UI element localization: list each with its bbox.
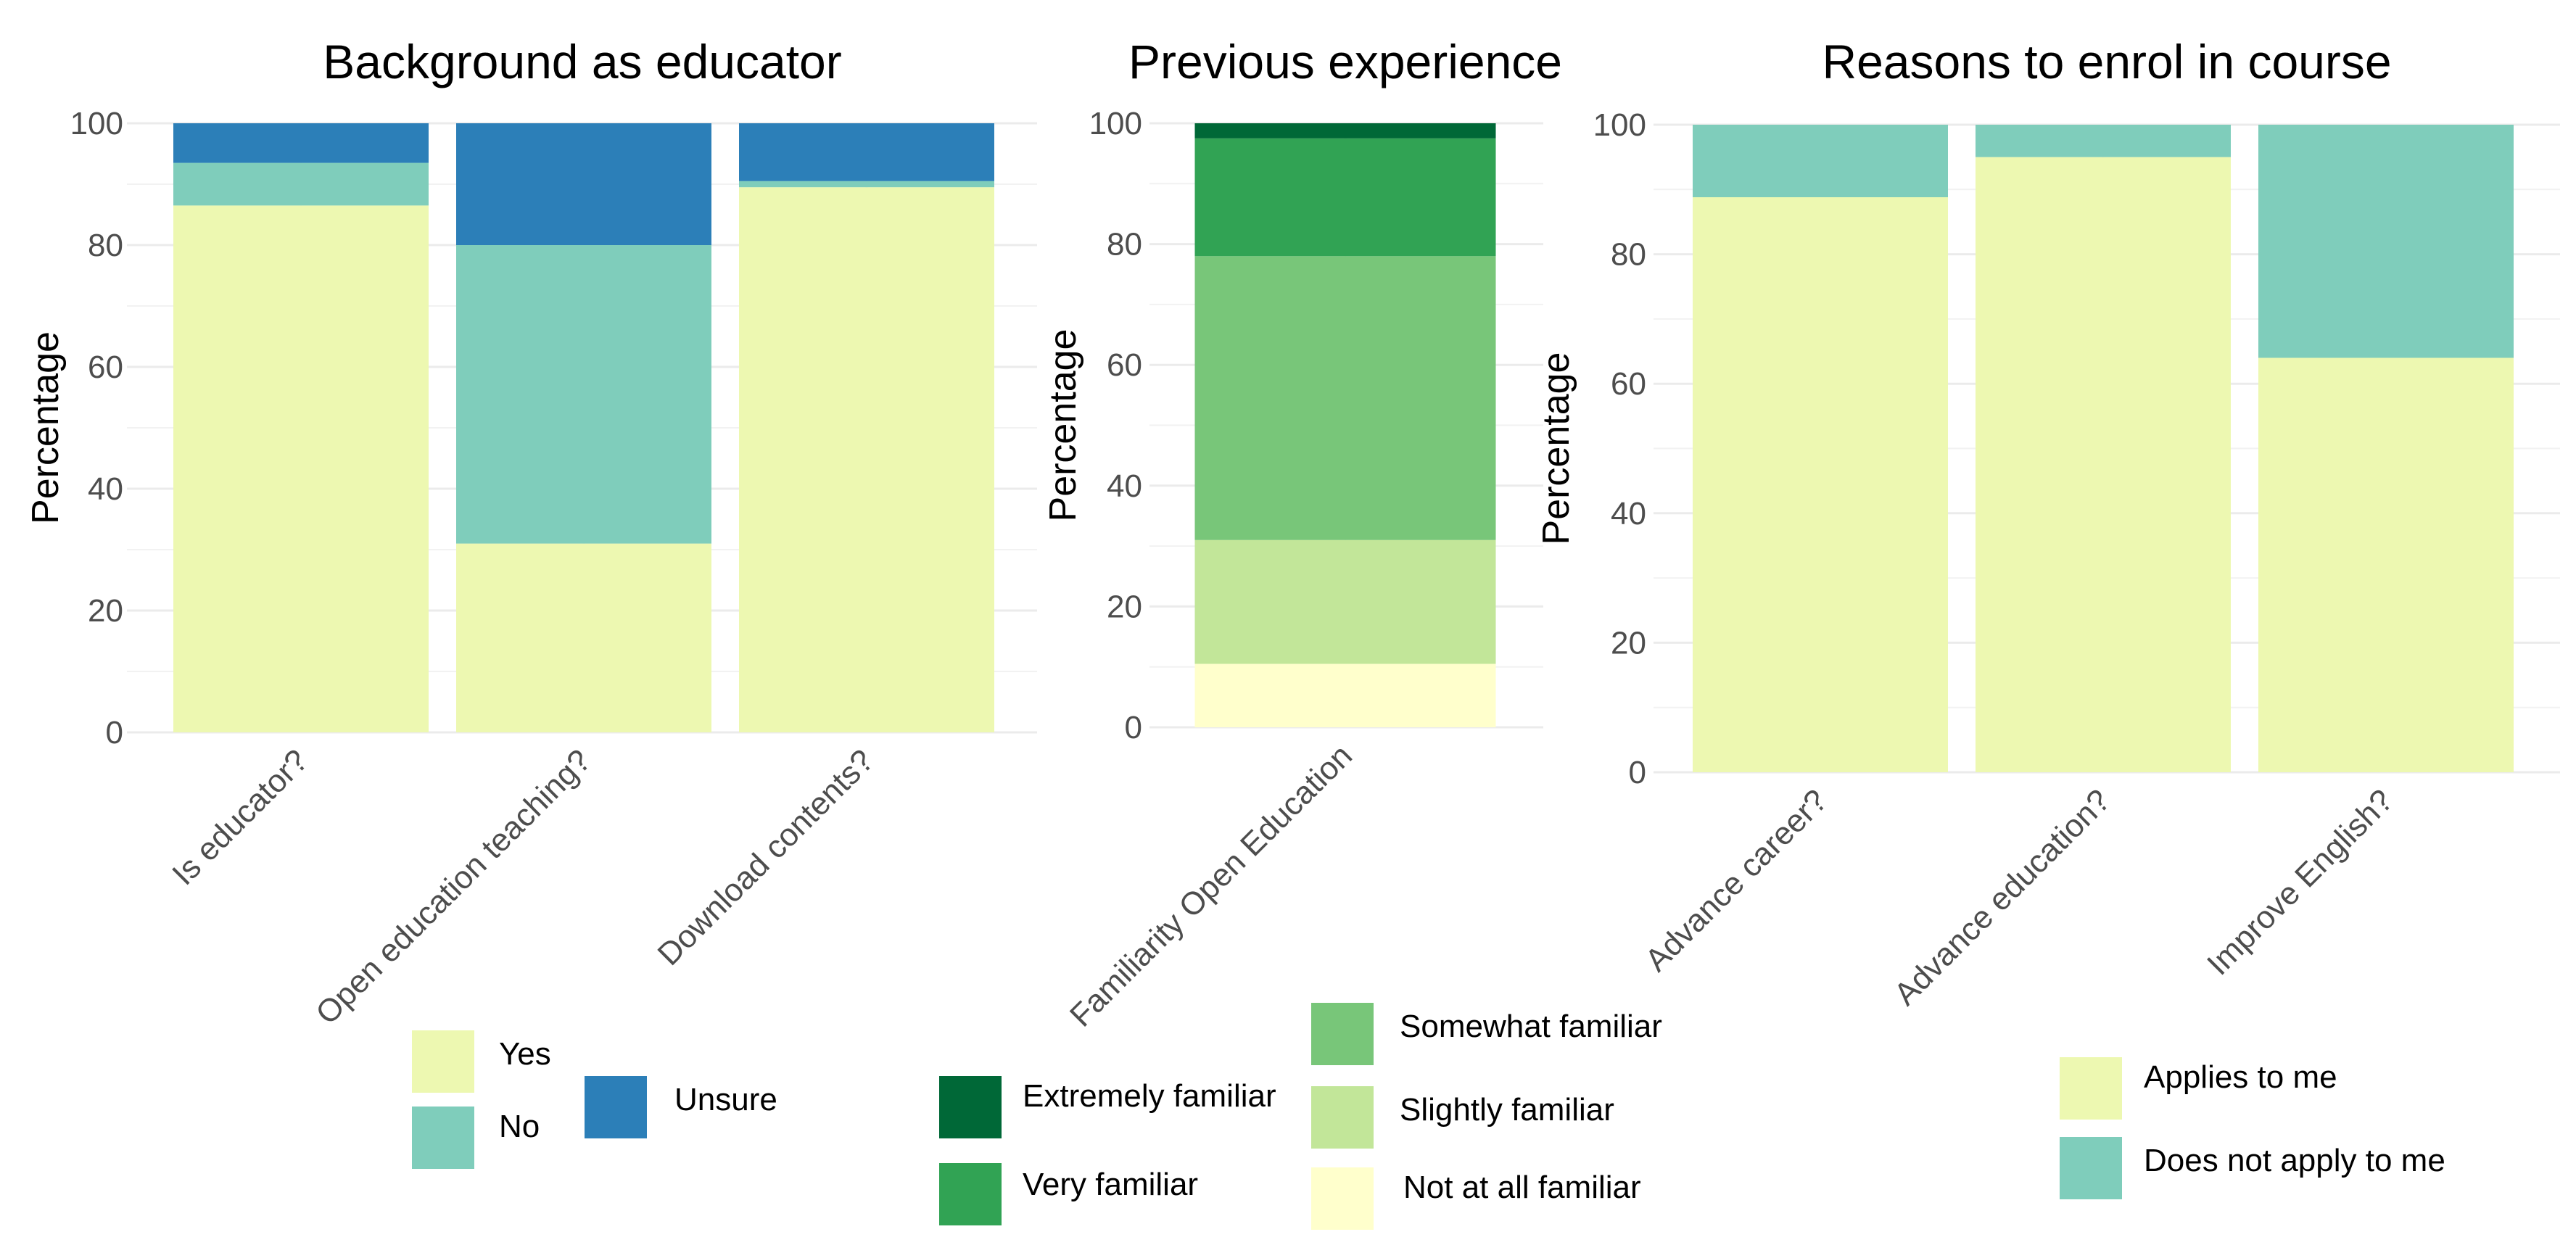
y-tick-label: 100 — [1089, 106, 1142, 141]
y-tick-label: 40 — [1611, 496, 1646, 531]
legend-label-very-familiar: Very familiar — [1023, 1167, 1198, 1202]
y-tick-label: 20 — [88, 593, 123, 629]
legend-swatch-slightly-familiar — [1311, 1086, 1374, 1149]
y-tick-label: 40 — [1107, 468, 1142, 504]
legend-swatch-yes — [412, 1030, 474, 1093]
y-tick-label: 80 — [1107, 227, 1142, 262]
y-tick-label: 40 — [88, 471, 123, 507]
bar-segment-download-contents-unsure — [739, 123, 994, 181]
bar-segment-is-educator-no — [173, 162, 429, 206]
y-axis-title: Percentage — [1042, 329, 1084, 522]
chart-title: Reasons to enrol in course — [1822, 35, 2391, 88]
chart-title: Previous experience — [1128, 35, 1562, 88]
bar-segment-download-contents-no — [739, 181, 994, 188]
legend-label-unsure: Unsure — [674, 1082, 777, 1117]
y-tick-label: 60 — [1107, 347, 1142, 383]
legend-label-does-not-apply-to-me: Does not apply to me — [2144, 1143, 2445, 1178]
legend-label-extremely-familiar: Extremely familiar — [1023, 1078, 1276, 1114]
bar-segment-advance-education-applies-to-me — [1976, 157, 2231, 772]
bar-segment-open-education-teaching-no — [456, 245, 711, 544]
legend-background-as-educator: Yes No Unsure — [412, 1030, 777, 1169]
legend-swatch-extremely-familiar — [939, 1076, 1002, 1138]
bar-segment-open-education-teaching-yes — [456, 543, 711, 732]
bar-segment-advance-career-applies-to-me — [1693, 197, 1948, 772]
legend-label-slightly-familiar: Slightly familiar — [1400, 1092, 1614, 1128]
bar-segment-familiarity-open-education-slightly-familiar — [1194, 539, 1496, 664]
bar-segment-open-education-teaching-unsure — [456, 123, 711, 245]
y-tick-label: 100 — [1593, 107, 1646, 143]
legend-swatch-very-familiar — [939, 1163, 1002, 1225]
legend-label-somewhat-familiar: Somewhat familiar — [1400, 1009, 1662, 1044]
y-tick-label: 60 — [88, 349, 123, 385]
legend-label-applies-to-me: Applies to me — [2144, 1059, 2337, 1095]
legends-layer: Yes No Unsure Extremely familiar Very famili… — [412, 1003, 2445, 1230]
bar-segment-advance-education-does-not-apply-to-me — [1976, 125, 2231, 157]
legend-label-no: No — [499, 1109, 540, 1144]
y-axis-title: Percentage — [25, 331, 67, 524]
legend-swatch-applies-to-me — [2060, 1057, 2122, 1120]
y-tick-label: 100 — [70, 106, 123, 141]
y-tick-label: 80 — [1611, 237, 1646, 273]
legend-swatch-not-at-all-familiar — [1311, 1167, 1374, 1230]
y-tick-label: 0 — [106, 715, 123, 750]
y-tick-label: 20 — [1107, 589, 1142, 624]
y-tick-label: 0 — [1125, 710, 1142, 745]
legend-label-not-at-all-familiar: Not at all familiar — [1403, 1170, 1641, 1205]
bar-segment-is-educator-yes — [173, 205, 429, 732]
y-tick-label: 60 — [1611, 366, 1646, 402]
legend-swatch-does-not-apply-to-me — [2060, 1137, 2122, 1199]
bar-segment-familiarity-open-education-somewhat-familiar — [1194, 256, 1496, 540]
bar-segment-advance-career-does-not-apply-to-me — [1693, 125, 1948, 198]
y-tick-label: 20 — [1611, 625, 1646, 661]
bar-segment-familiarity-open-education-very-familiar — [1194, 138, 1496, 257]
y-tick-label: 80 — [88, 228, 123, 263]
bar-segment-familiarity-open-education-extremely-familiar — [1194, 123, 1496, 138]
legend-swatch-somewhat-familiar — [1311, 1003, 1374, 1065]
legend-label-yes: Yes — [499, 1036, 551, 1072]
legend-swatch-no — [412, 1107, 474, 1169]
chart-title: Background as educator — [323, 35, 841, 88]
bar-segment-familiarity-open-education-not-at-all-familiar — [1194, 663, 1496, 727]
y-axis-title: Percentage — [1535, 352, 1577, 545]
bar-segment-is-educator-unsure — [173, 123, 429, 163]
bar-segment-improve-english-does-not-apply-to-me — [2258, 125, 2514, 358]
legend-reasons-to-enrol-in-course: Applies to me Does not apply to me — [2060, 1057, 2445, 1199]
y-tick-label: 0 — [1629, 755, 1646, 790]
legend-previous-experience: Extremely familiar Very familiar Somewhat … — [939, 1003, 1662, 1230]
legend-swatch-unsure — [585, 1076, 647, 1138]
bar-segment-download-contents-yes — [739, 187, 994, 732]
bar-segment-improve-english-applies-to-me — [2258, 357, 2514, 773]
